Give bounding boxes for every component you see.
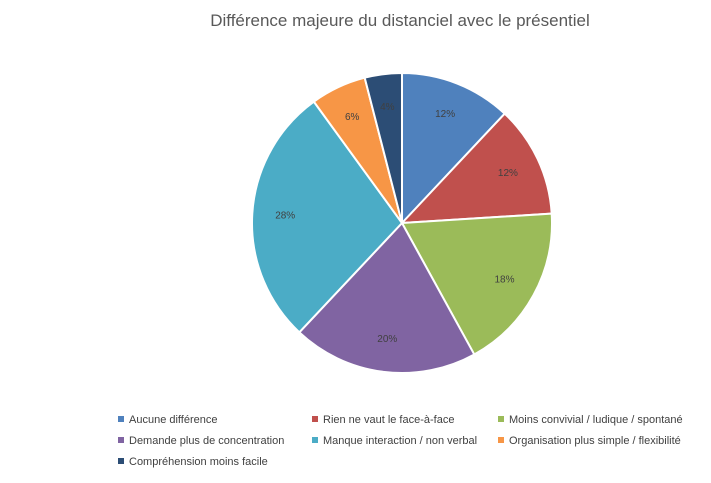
legend-swatch bbox=[118, 416, 124, 422]
legend-item: Rien ne vaut le face-à-face bbox=[312, 414, 454, 426]
legend-item: Organisation plus simple / flexibilité bbox=[498, 435, 681, 447]
legend-item: Demande plus de concentration bbox=[118, 435, 284, 447]
data-label: 20% bbox=[377, 334, 397, 345]
data-label: 12% bbox=[435, 109, 455, 120]
legend-label: Demande plus de concentration bbox=[129, 435, 285, 447]
legend-item: Compréhension moins facile bbox=[118, 456, 268, 468]
pie-svg: 12% 12% 18% 20% 28% 6% 4% bbox=[251, 71, 553, 374]
chart-title: Différence majeure du distanciel avec le… bbox=[210, 11, 590, 30]
legend-item: Aucune différence bbox=[118, 414, 217, 426]
pie-slice bbox=[363, 71, 403, 224]
legend-swatch bbox=[118, 458, 124, 464]
legend-swatch bbox=[498, 437, 504, 443]
data-label: 6% bbox=[345, 112, 360, 123]
data-label: 28% bbox=[275, 211, 295, 222]
pie-slice bbox=[399, 112, 553, 225]
data-label: 4% bbox=[380, 102, 395, 113]
legend-label: Aucune différence bbox=[129, 414, 218, 426]
data-label: 18% bbox=[494, 274, 514, 285]
legend-label: Rien ne vaut le face-à-face bbox=[323, 414, 455, 426]
pie-slice bbox=[251, 100, 404, 334]
legend-label: Organisation plus simple / flexibilité bbox=[509, 435, 681, 447]
legend-item: Manque interaction / non verbal bbox=[312, 435, 477, 447]
legend-label: Moins convivial / ludique / spontané bbox=[509, 414, 683, 426]
legend-swatch bbox=[312, 437, 318, 443]
pie-slice bbox=[297, 221, 476, 374]
pie-slice bbox=[401, 71, 507, 226]
legend-label: Compréhension moins facile bbox=[129, 456, 268, 468]
pie-slice bbox=[400, 212, 553, 356]
data-label: 12% bbox=[498, 168, 518, 179]
legend-item: Moins convivial / ludique / spontané bbox=[498, 414, 683, 426]
legend-swatch bbox=[498, 416, 504, 422]
legend-label: Manque interaction / non verbal bbox=[323, 435, 478, 447]
legend-swatch bbox=[118, 437, 124, 443]
legend-swatch bbox=[312, 416, 318, 422]
